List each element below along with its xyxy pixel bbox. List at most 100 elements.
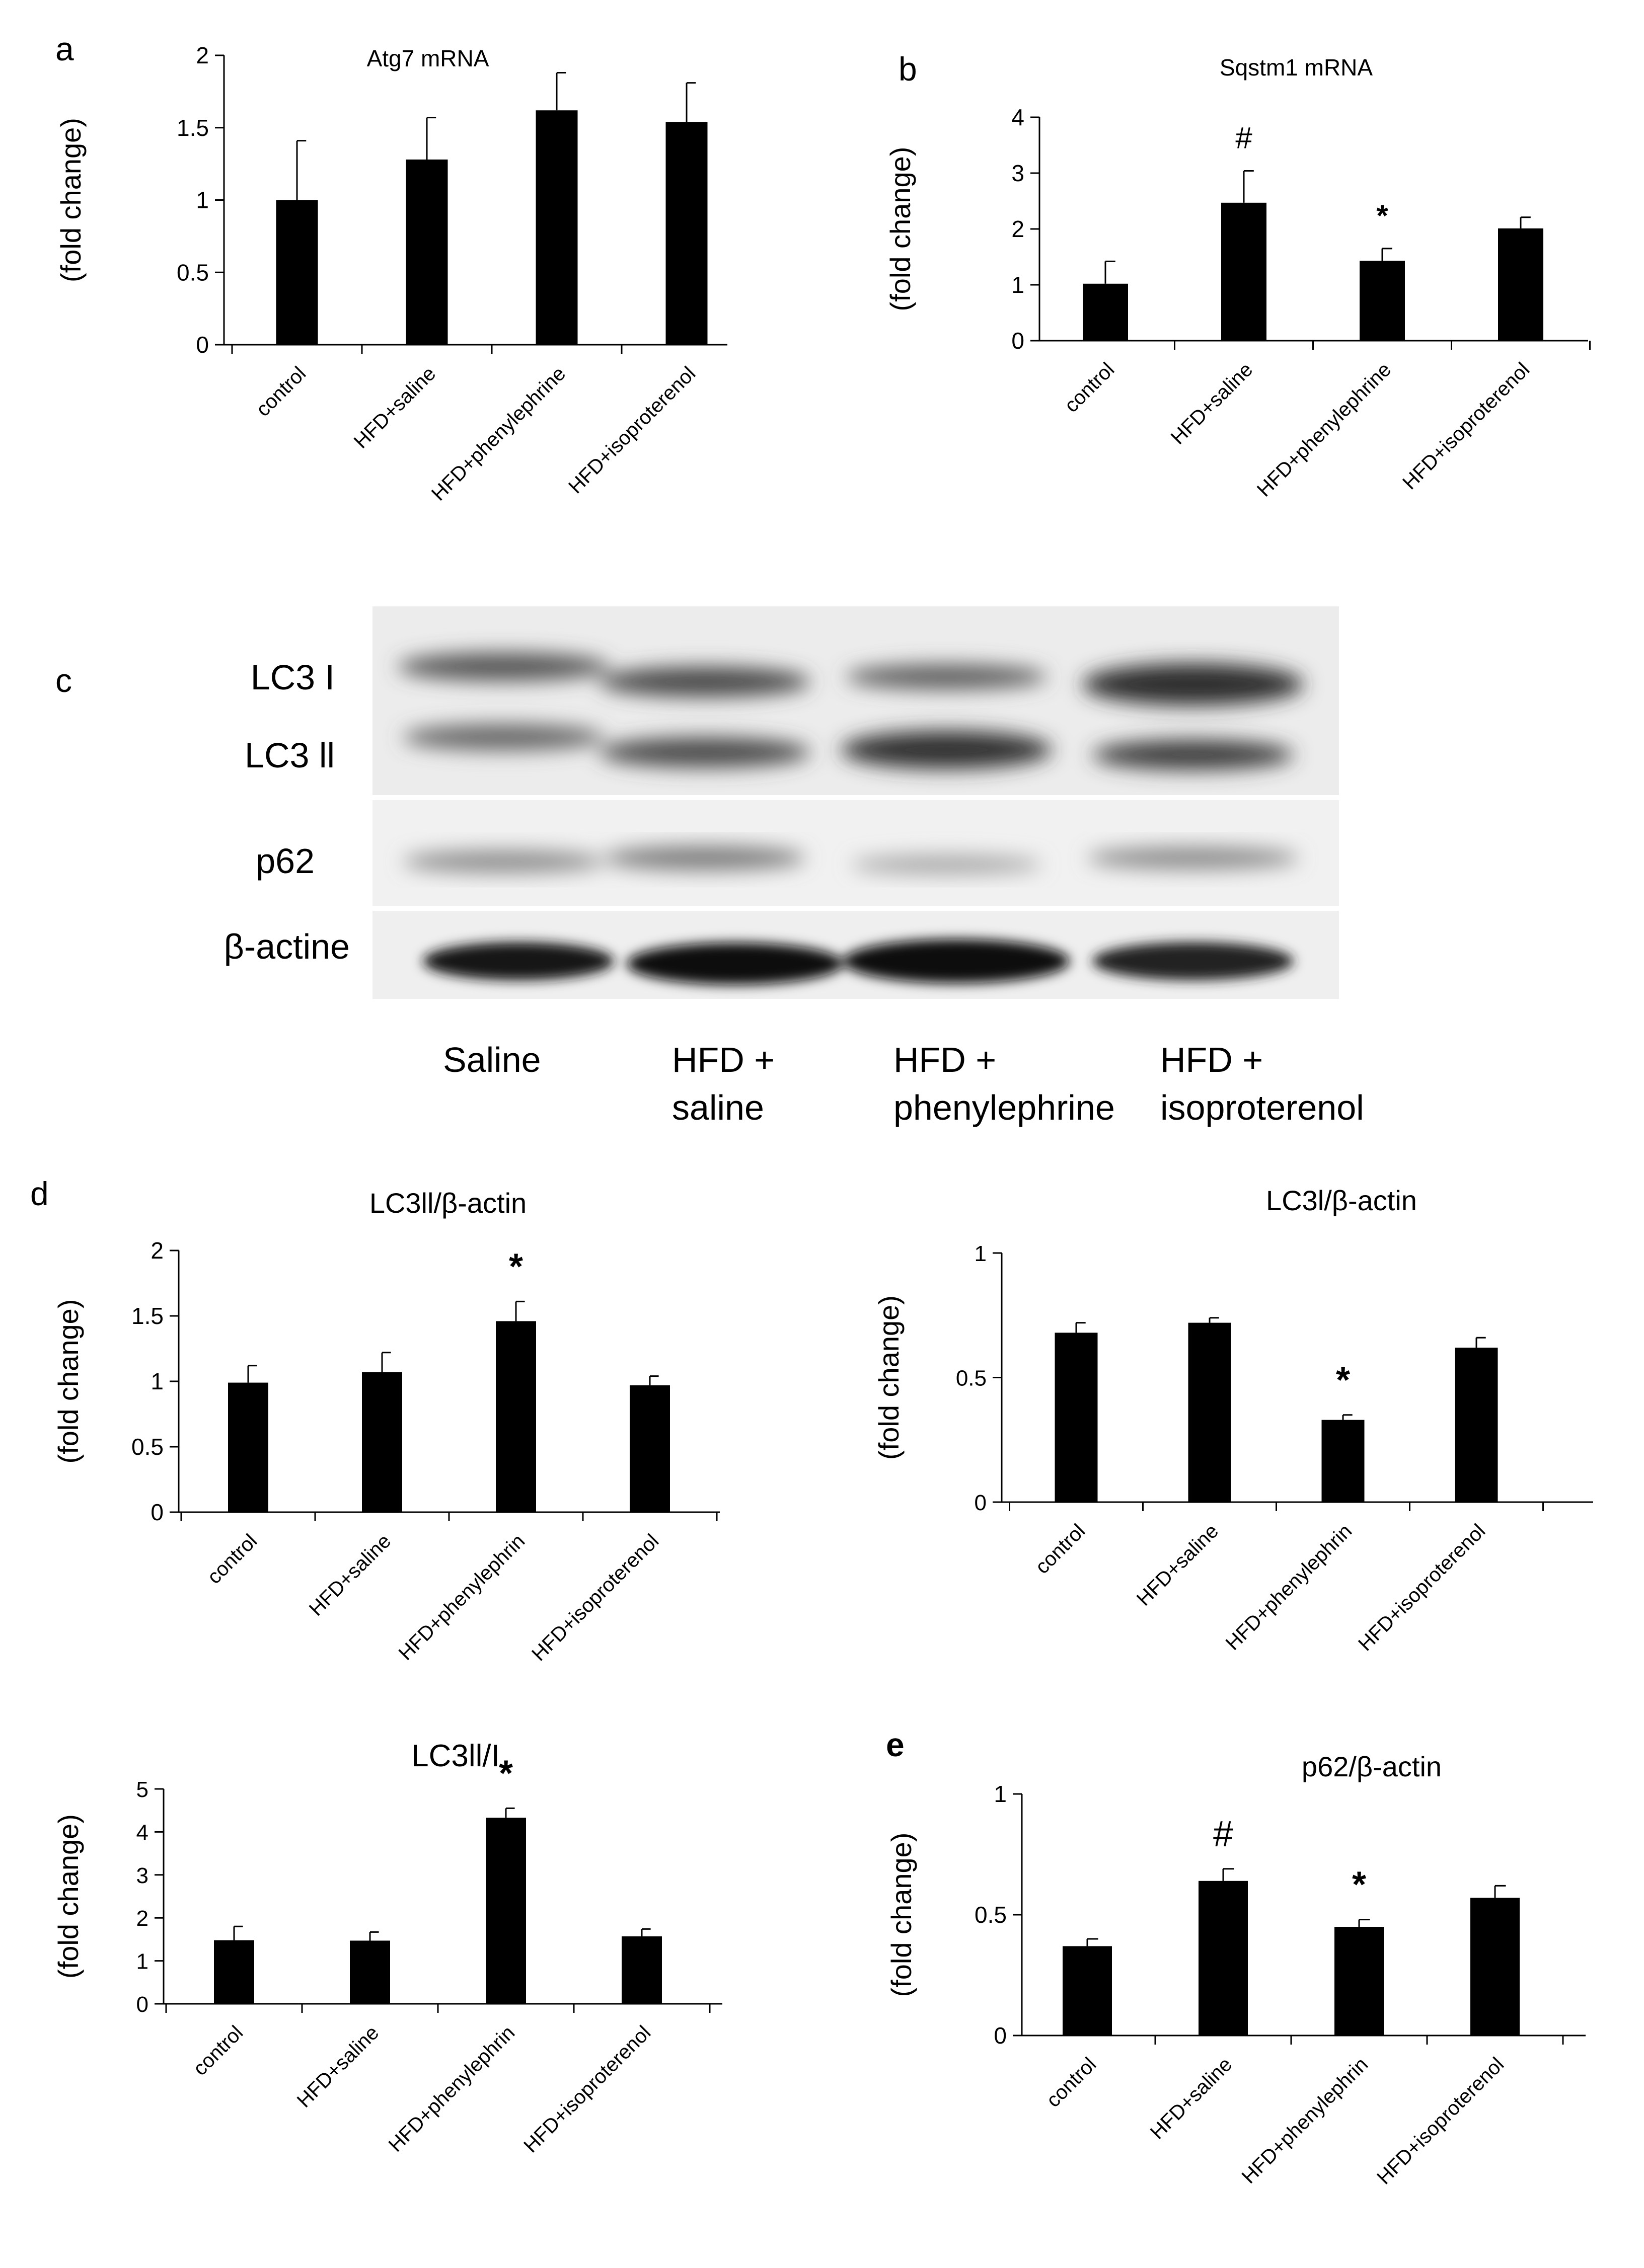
significance-marker: * — [509, 1246, 523, 1287]
y-axis-label: (fold change) — [52, 1299, 84, 1464]
y-tick-label: 0.5 — [131, 1434, 164, 1460]
actin-bands — [423, 939, 1294, 985]
chart-lc3i-actin: LC3l/β-actin (fold change) 0 0.5 1 control HFD… — [873, 1185, 1593, 1656]
x-tick-label: control — [1042, 2053, 1100, 2111]
bar — [1321, 1420, 1365, 1502]
x-tick-label: HFD+saline — [1167, 358, 1257, 449]
chart-sqstm1-mrna: Sqstm1 mRNA (fold change) 0 1 2 3 4 control # HFD… — [884, 54, 1591, 501]
bar — [496, 1321, 536, 1512]
x-tick-label: HFD+saline — [1146, 2053, 1237, 2144]
x-tick-label: control — [189, 2021, 247, 2080]
band-lc3i-lane4 — [1082, 663, 1304, 706]
chart-title: LC3ll/β-actin — [369, 1187, 527, 1219]
significance-marker: * — [1336, 1360, 1350, 1400]
chart-title: LC3ll/I — [411, 1739, 500, 1773]
band-p62-lane1 — [403, 850, 604, 873]
blot-label-lc3i: LC3 I — [251, 658, 335, 697]
bar — [1055, 1333, 1098, 1502]
lane-label-3-line1: HFD + — [893, 1040, 996, 1079]
band-lc3ii-lane4 — [1092, 740, 1294, 770]
chart-title: Sqstm1 mRNA — [1220, 54, 1373, 81]
y-tick-label: 1 — [994, 1781, 1007, 1807]
band-p62-lane4 — [1087, 847, 1299, 869]
band-lc3ii-lane1 — [403, 724, 604, 750]
x-tick-label: HFD+isoproterenol — [1354, 1520, 1489, 1655]
lane-label-1-line1: Saline — [443, 1040, 541, 1079]
x-tick-label: HFD+isoproterenol — [1373, 2053, 1508, 2188]
x-tick-label: HFD+phenylephrin — [395, 1530, 530, 1665]
x-tick-label: control — [1060, 358, 1118, 417]
x-tick-label: HFD+phenylephrin — [385, 2021, 519, 2156]
y-tick-label: 1.5 — [177, 115, 209, 141]
band-actin-lane4 — [1092, 942, 1294, 980]
band-lc3ii-lane3 — [841, 731, 1052, 769]
band-lc3i-lane3 — [846, 664, 1047, 689]
significance-marker: * — [1352, 1865, 1366, 1905]
x-tick-label: control — [252, 362, 310, 421]
lc3ii-bands — [403, 724, 1294, 770]
y-tick-label: 3 — [1011, 160, 1024, 186]
x-tick-label: HFD+phenylephrin — [1238, 2053, 1373, 2188]
y-axis-label: (fold change) — [873, 1295, 905, 1460]
y-tick-label: 0.5 — [956, 1366, 987, 1391]
bar — [622, 1936, 662, 2004]
y-axis-label: (fold change) — [885, 1833, 917, 1997]
y-tick-label: 1 — [136, 1949, 148, 1974]
panel-letter-a: a — [55, 30, 74, 67]
lane-label-4-line2: isoproterenol — [1160, 1088, 1364, 1127]
lane-label-3-line2: phenylephrine — [893, 1088, 1115, 1127]
panel-letter-e: e — [886, 1726, 905, 1763]
bar — [1083, 283, 1128, 341]
y-tick-label: 0 — [151, 1499, 164, 1525]
chart-atg7-mrna: Atg7 mRNA (fold change) 0 0.5 1 1.5 2 control HF… — [55, 42, 727, 505]
panel-letter-d: d — [30, 1175, 49, 1212]
panel-letter-b: b — [899, 50, 917, 88]
significance-marker: * — [1376, 199, 1388, 232]
y-tick-label: 1 — [1011, 272, 1024, 298]
lane-label-2-line1: HFD + — [672, 1040, 775, 1079]
y-tick-label: 0.5 — [177, 259, 209, 285]
y-tick-label: 0.5 — [975, 1902, 1007, 1928]
x-tick-label: HFD+phenylephrine — [1253, 358, 1395, 501]
bar — [665, 122, 708, 345]
y-tick-label: 2 — [136, 1906, 148, 1931]
lane-label-4-line1: HFD + — [1160, 1040, 1263, 1079]
y-tick-label: 4 — [1011, 104, 1024, 130]
chart-p62-actin: p62/β-actin (fold change) 0 0.5 1 control # HFD… — [885, 1751, 1586, 2189]
y-tick-label: 5 — [136, 1777, 148, 1802]
lc3i-bands — [398, 653, 1304, 706]
significance-marker: * — [499, 1753, 513, 1793]
bar — [362, 1372, 402, 1512]
bar — [1470, 1898, 1520, 2036]
band-actin-lane1 — [423, 942, 614, 980]
x-tick-label: HFD+saline — [1133, 1520, 1223, 1610]
bar — [1498, 228, 1543, 341]
bar — [486, 1818, 526, 2004]
y-tick-label: 1 — [151, 1368, 164, 1394]
y-tick-label: 2 — [151, 1237, 164, 1264]
x-tick-label: HFD+saline — [305, 1530, 396, 1620]
y-tick-label: 0 — [196, 332, 209, 358]
y-tick-label: 0 — [136, 1992, 148, 2017]
band-p62-lane2 — [604, 846, 805, 870]
y-tick-label: 0 — [975, 1491, 987, 1515]
bar — [536, 110, 578, 345]
band-lc3i-lane2 — [599, 667, 810, 697]
p62-bands — [403, 846, 1299, 874]
chart-lc3ii-actin: LC3ll/β-actin (fold change) 0 0.5 1 1.5 2 contr… — [52, 1187, 720, 1666]
chart-title: p62/β-actin — [1302, 1751, 1442, 1782]
band-actin-lane2 — [627, 943, 843, 985]
bar — [1199, 1881, 1248, 2036]
y-axis-label: (fold change) — [52, 1814, 84, 1979]
bar — [1334, 1927, 1384, 2036]
y-tick-label: 2 — [1011, 216, 1024, 242]
x-tick-label: control — [203, 1530, 261, 1588]
significance-marker: # — [1235, 121, 1252, 155]
y-tick-label: 3 — [136, 1863, 148, 1888]
bar — [1221, 202, 1266, 341]
x-tick-label: control — [1031, 1520, 1089, 1578]
bar — [1455, 1348, 1498, 1502]
y-tick-label: 4 — [136, 1820, 148, 1845]
blot-label-p62: p62 — [256, 841, 315, 881]
